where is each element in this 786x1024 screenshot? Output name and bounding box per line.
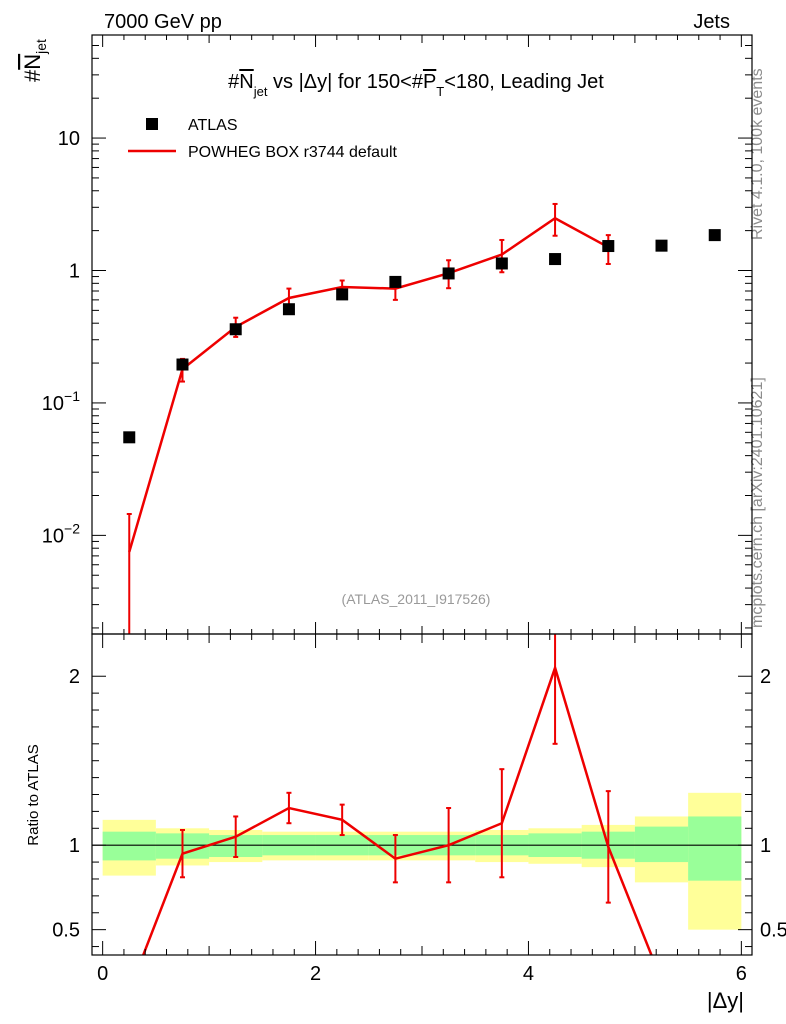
analysis-tag: (ATLAS_2011_I917526) [342, 591, 491, 607]
legend-marker-atlas [146, 118, 158, 130]
ratio-y-tick-label-right: 2 [760, 666, 771, 688]
data-point [229, 323, 242, 336]
legend: ATLAS POWHEG BOX r3744 default [128, 117, 398, 161]
data-point [123, 431, 136, 444]
ratio-y-axis-label: Ratio to ATLAS [25, 744, 42, 845]
legend-label-powheg: POWHEG BOX r3744 default [188, 144, 398, 161]
main-y-tick-label: 1 [69, 260, 80, 282]
ratio-y-tick-label: 2 [69, 666, 80, 688]
ratio-x-tick-label: 4 [523, 963, 534, 985]
data-point [495, 257, 508, 270]
ratio-y-tick-label: 0.5 [52, 920, 80, 942]
data-point [389, 275, 402, 288]
ratio-x-tick-label: 2 [310, 963, 321, 985]
ratio-x-tick-label: 6 [736, 963, 747, 985]
main-y-axis-label: #Njet [20, 39, 49, 82]
ratio-plot-area [92, 634, 752, 955]
ratio-panel: 0 2 4 6 0.5 0.5 1 1 2 2 [52, 633, 786, 985]
data-point [442, 267, 455, 280]
main-y-tick-label: 10−1 [42, 388, 80, 415]
side-label-rivet: Rivet 4.1.0, 100k events [749, 68, 766, 240]
uncertainty-band-inner [102, 831, 156, 861]
uncertainty-band-inner [688, 816, 742, 881]
data-point [336, 288, 349, 301]
ratio-y-tick-label-right: 0.5 [760, 920, 786, 942]
side-label-mcplots: mcplots.cern.ch [arXiv:2401.10621] [749, 377, 766, 628]
data-point [602, 240, 615, 253]
main-y-tick-label: 10 [58, 128, 80, 150]
ratio-y-tick-label: 1 [69, 835, 80, 857]
data-point [655, 239, 668, 252]
header-process: Jets [693, 11, 730, 33]
main-title: #Njet vs |Δy| for 150<#PT<180, Leading J… [228, 71, 604, 99]
ratio-x-tick-label: 0 [97, 963, 108, 985]
main-plot-area [123, 202, 721, 634]
header-energy: 7000 GeV pp [104, 11, 222, 33]
x-axis-label: |Δy| [707, 988, 744, 1013]
ratio-frame [91, 633, 753, 956]
data-point [708, 229, 721, 242]
mc-line [128, 216, 609, 553]
data-point [282, 303, 295, 316]
data-point [176, 358, 189, 371]
main-y-tick-label: 10−2 [42, 520, 80, 547]
ratio-y-tick-label-right: 1 [760, 835, 771, 857]
uncertainty-band-inner [634, 826, 689, 863]
legend-label-atlas: ATLAS [188, 117, 238, 134]
data-point [549, 253, 562, 266]
